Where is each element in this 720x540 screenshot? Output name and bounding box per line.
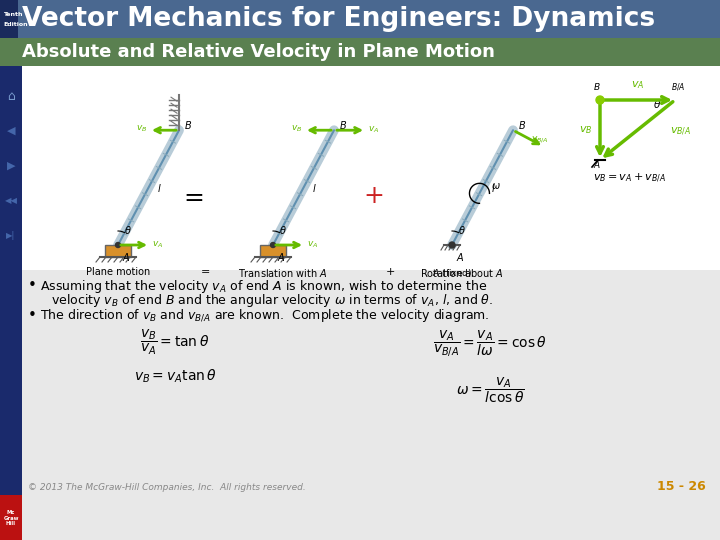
Circle shape xyxy=(115,242,120,247)
Text: ◀◀: ◀◀ xyxy=(4,197,17,206)
Text: $v_B$: $v_B$ xyxy=(291,123,302,134)
Text: $\dfrac{v_B}{v_A} = \tan\theta$: $\dfrac{v_B}{v_A} = \tan\theta$ xyxy=(140,328,210,357)
Text: =: = xyxy=(202,267,211,277)
Text: velocity $v_B$ of end $B$ and the angular velocity $\omega$ in terms of $v_A$, $: velocity $v_B$ of end $B$ and the angula… xyxy=(51,292,493,309)
Text: Mc
Graw
Hill: Mc Graw Hill xyxy=(4,510,19,526)
Text: $A$: $A$ xyxy=(456,251,464,263)
FancyBboxPatch shape xyxy=(0,66,22,540)
Text: Assuming that the velocity $v_A$ of end $A$ is known, wish to determine the: Assuming that the velocity $v_A$ of end … xyxy=(40,278,487,295)
FancyBboxPatch shape xyxy=(260,245,286,257)
Text: $v_A$: $v_A$ xyxy=(152,239,163,249)
Text: $\omega = \dfrac{v_A}{l\cos\theta}$: $\omega = \dfrac{v_A}{l\cos\theta}$ xyxy=(456,375,524,405)
Text: $v_B = v_A + v_{B/A}$: $v_B = v_A + v_{B/A}$ xyxy=(593,172,667,185)
FancyBboxPatch shape xyxy=(0,38,720,66)
Text: $v_A$: $v_A$ xyxy=(307,239,318,249)
Text: ▶: ▶ xyxy=(6,161,15,171)
Text: Translation with $A$: Translation with $A$ xyxy=(238,267,328,279)
Text: $v_{B/A}$: $v_{B/A}$ xyxy=(670,126,691,138)
Text: $=$: $=$ xyxy=(179,184,204,207)
Text: Plane motion: Plane motion xyxy=(86,267,150,277)
Text: $A$: $A$ xyxy=(593,159,601,170)
Text: $l$: $l$ xyxy=(158,183,162,194)
Circle shape xyxy=(596,96,604,104)
Text: 15 - 26: 15 - 26 xyxy=(657,481,706,494)
FancyBboxPatch shape xyxy=(18,0,720,38)
Text: ▶|: ▶| xyxy=(6,232,16,240)
Text: $B$: $B$ xyxy=(184,119,192,131)
Text: Edition: Edition xyxy=(3,22,27,26)
Text: $A$ (fixed): $A$ (fixed) xyxy=(432,267,472,279)
Text: $v_B = v_A \tan\theta$: $v_B = v_A \tan\theta$ xyxy=(134,368,217,386)
Circle shape xyxy=(271,242,276,247)
Text: $B$: $B$ xyxy=(339,119,347,131)
Text: $B/A$: $B/A$ xyxy=(671,82,685,92)
FancyBboxPatch shape xyxy=(22,478,720,495)
Text: $\theta$: $\theta$ xyxy=(458,224,466,236)
Text: $v_B$: $v_B$ xyxy=(136,123,147,134)
Text: $v_A$: $v_A$ xyxy=(631,79,644,91)
Text: $A$: $A$ xyxy=(277,251,286,263)
Text: $v_B$: $v_B$ xyxy=(579,124,592,136)
Text: $B$: $B$ xyxy=(593,81,600,92)
Text: $A$: $A$ xyxy=(122,251,130,263)
Text: $+$: $+$ xyxy=(363,184,383,207)
Text: $\theta$: $\theta$ xyxy=(279,224,287,236)
Text: +: + xyxy=(385,267,395,277)
Circle shape xyxy=(449,242,455,248)
Text: •: • xyxy=(28,308,37,323)
Text: $l$: $l$ xyxy=(491,183,496,194)
Text: $l$: $l$ xyxy=(312,183,317,194)
Text: Absolute and Relative Velocity in Plane Motion: Absolute and Relative Velocity in Plane … xyxy=(22,43,495,61)
Text: The direction of $v_B$ and $v_{B/A}$ are known.  Complete the velocity diagram.: The direction of $v_B$ and $v_{B/A}$ are… xyxy=(40,308,490,325)
FancyBboxPatch shape xyxy=(0,0,18,38)
Text: $v_A$: $v_A$ xyxy=(368,124,379,134)
FancyBboxPatch shape xyxy=(22,66,720,270)
Text: ⌂: ⌂ xyxy=(7,90,15,103)
Text: $\dfrac{v_A}{v_{B/A}} = \dfrac{v_A}{l\omega} = \cos\theta$: $\dfrac{v_A}{v_{B/A}} = \dfrac{v_A}{l\om… xyxy=(433,328,547,357)
Text: $B$: $B$ xyxy=(518,119,526,131)
Text: Tenth: Tenth xyxy=(3,12,22,17)
FancyBboxPatch shape xyxy=(22,66,720,495)
Text: •: • xyxy=(28,278,37,293)
FancyBboxPatch shape xyxy=(0,495,22,540)
Text: Vector Mechanics for Engineers: Dynamics: Vector Mechanics for Engineers: Dynamics xyxy=(22,6,655,32)
Text: $\theta$: $\theta$ xyxy=(124,224,132,236)
FancyBboxPatch shape xyxy=(105,245,131,257)
Text: ◀: ◀ xyxy=(6,126,15,136)
Text: $\omega$: $\omega$ xyxy=(492,181,501,191)
Text: © 2013 The McGraw-Hill Companies, Inc.  All rights reserved.: © 2013 The McGraw-Hill Companies, Inc. A… xyxy=(28,483,306,491)
Text: Rotation about $A$: Rotation about $A$ xyxy=(420,267,504,279)
Text: $v_{B/A}$: $v_{B/A}$ xyxy=(531,134,549,145)
Text: $\theta$: $\theta$ xyxy=(653,98,661,110)
